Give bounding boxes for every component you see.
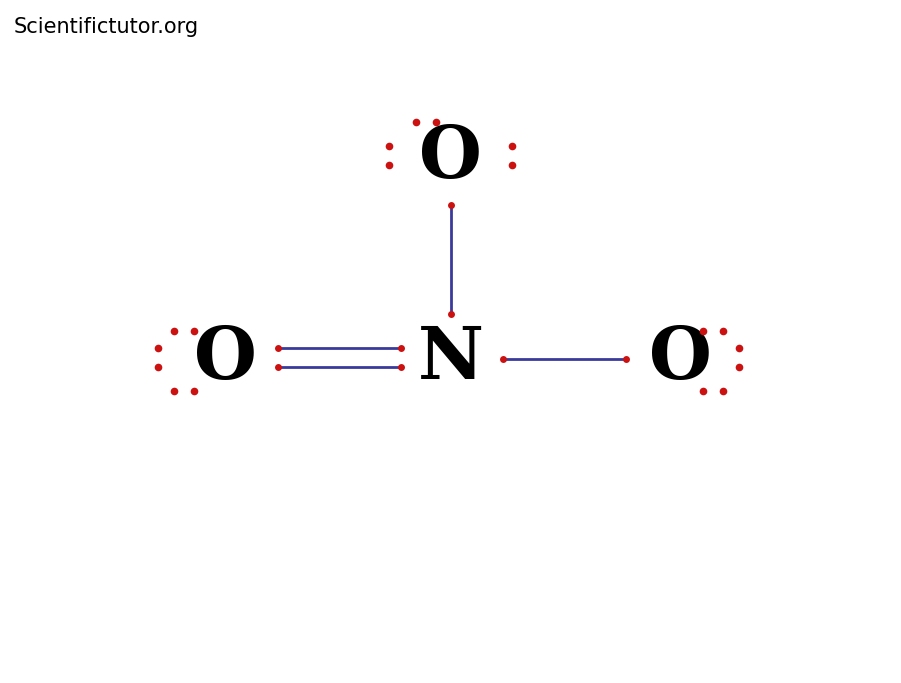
Text: N: N — [417, 323, 484, 394]
Text: O: O — [419, 122, 482, 193]
Text: O: O — [649, 323, 712, 394]
Text: Scientifictutor.org: Scientifictutor.org — [14, 17, 198, 37]
Text: O: O — [194, 323, 257, 394]
